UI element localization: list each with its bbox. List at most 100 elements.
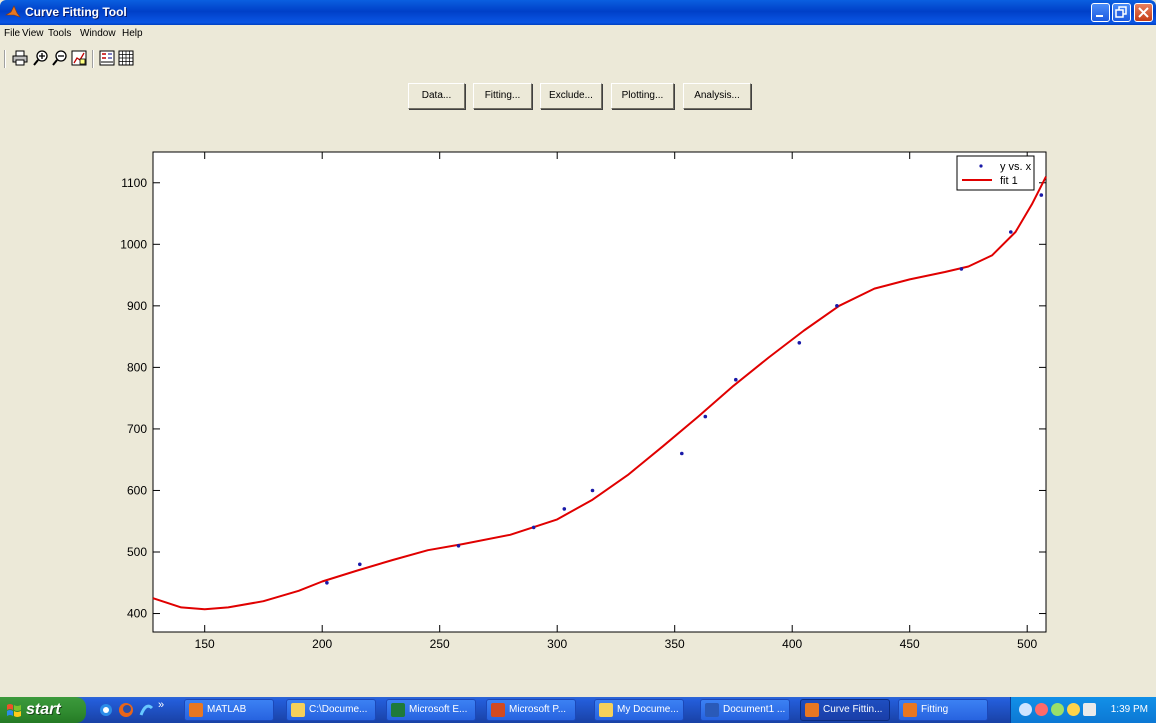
analysis-button[interactable]: Analysis...	[683, 83, 751, 109]
fitting-button[interactable]: Fitting...	[473, 83, 532, 109]
data-point	[734, 377, 738, 382]
data-point	[835, 304, 839, 308]
exclude-button[interactable]: Exclude...	[540, 83, 602, 109]
matlab-icon	[189, 703, 203, 717]
x-tick-label: 300	[547, 637, 567, 651]
menu-window[interactable]: Window	[80, 28, 116, 39]
x-tick-label: 400	[782, 637, 802, 651]
menu-file[interactable]: File	[4, 28, 21, 39]
tray-icon[interactable]	[1067, 703, 1080, 716]
curve-plot[interactable]: 150 200 250 300 350 400 450 500 400 500 600 700 800 9…	[0, 140, 1156, 660]
toolbar-separator	[92, 50, 94, 68]
folder-icon	[291, 703, 305, 717]
x-tick-label: 150	[195, 637, 215, 651]
start-label: start	[26, 701, 61, 718]
matlab-icon	[903, 703, 917, 717]
menu-bar: File View Tools Window Help	[0, 25, 1156, 42]
legend-label-fit: fit 1	[1000, 175, 1018, 187]
task-fitting[interactable]: Fitting	[898, 699, 988, 721]
close-icon	[1138, 7, 1149, 18]
zoom-out-icon[interactable]	[52, 50, 68, 66]
minimize-icon	[1096, 15, 1103, 17]
task-label: C:\Docume...	[309, 704, 368, 715]
task-label: Fitting	[921, 704, 949, 715]
data-point	[562, 507, 567, 511]
zoom-in-icon[interactable]	[33, 50, 49, 66]
data-point	[1009, 230, 1013, 234]
data-point	[680, 451, 684, 456]
plotting-button[interactable]: Plotting...	[611, 83, 674, 109]
y-tick-label: 1000	[120, 237, 147, 251]
menu-tools[interactable]: Tools	[48, 28, 72, 39]
task-excel[interactable]: Microsoft E...	[386, 699, 476, 721]
y-tick-label: 600	[127, 483, 147, 497]
windows-flag-icon	[7, 704, 21, 717]
ie-icon[interactable]	[98, 702, 114, 718]
close-button[interactable]	[1134, 3, 1153, 22]
maximize-button[interactable]	[1112, 3, 1131, 22]
plot-axes[interactable]	[152, 151, 1047, 633]
x-tick-label: 200	[312, 637, 332, 651]
task-label: MATLAB	[207, 704, 247, 715]
ie-alt-icon[interactable]	[138, 702, 154, 718]
legend-box	[956, 155, 1035, 191]
task-label: Curve Fittin...	[823, 704, 883, 715]
y-tick-label: 400	[127, 607, 147, 621]
x-tick-label: 500	[1017, 637, 1037, 651]
task-label: My Docume...	[617, 704, 679, 715]
x-tick-label: 350	[665, 637, 685, 651]
task-my-documents[interactable]: My Docume...	[594, 699, 684, 721]
toolbar	[0, 42, 1156, 72]
y-tick-label: 800	[127, 360, 147, 374]
clock: 1:39 PM	[1110, 704, 1148, 715]
tray-icon[interactable]	[1051, 703, 1064, 716]
task-matlab[interactable]: MATLAB	[184, 699, 274, 721]
y-tick-label: 700	[127, 422, 147, 436]
task-word-document[interactable]: Document1 ...	[700, 699, 790, 721]
data-button[interactable]: Data...	[408, 83, 465, 109]
tray-icon[interactable]	[1083, 703, 1096, 716]
plot-legend[interactable]: y vs. x fit 1	[956, 155, 1035, 191]
tray-icon[interactable]	[1035, 703, 1048, 716]
matlab-icon	[5, 5, 21, 18]
window-title: Curve Fitting Tool	[25, 5, 127, 19]
word-icon	[705, 703, 719, 717]
y-tick-label: 1100	[121, 176, 147, 190]
maximize-icon	[1115, 6, 1127, 18]
system-tray: 1:39 PM	[1010, 697, 1156, 723]
print-icon[interactable]	[12, 50, 28, 66]
data-point	[531, 525, 536, 530]
menu-help[interactable]: Help	[122, 28, 143, 39]
legend-label-points: y vs. x	[1000, 161, 1032, 173]
data-point	[456, 544, 461, 548]
task-documents-folder[interactable]: C:\Docume...	[286, 699, 376, 721]
folder-icon	[599, 703, 613, 717]
matlab-icon	[805, 703, 819, 717]
firefox-icon[interactable]	[118, 702, 134, 718]
data-point	[325, 581, 329, 585]
data-cursor-icon[interactable]	[71, 50, 87, 66]
data-points-layer	[325, 193, 1044, 585]
task-label: Microsoft P...	[509, 704, 567, 715]
x-tick-label: 250	[430, 637, 450, 651]
taskbar: start » MATLAB C:\Docume... Microsoft E.…	[0, 697, 1156, 723]
data-point	[959, 267, 964, 271]
grid-icon[interactable]	[118, 50, 134, 66]
menu-view[interactable]: View	[22, 28, 44, 39]
data-point	[358, 562, 362, 567]
tray-icon[interactable]	[1019, 703, 1032, 716]
task-curve-fitting[interactable]: Curve Fittin...	[800, 699, 890, 721]
task-powerpoint[interactable]: Microsoft P...	[486, 699, 576, 721]
quick-launch-overflow[interactable]: »	[158, 699, 165, 711]
start-button[interactable]: start	[0, 697, 86, 723]
minimize-button[interactable]	[1091, 3, 1110, 22]
data-point	[703, 414, 708, 419]
legend-icon[interactable]	[99, 50, 115, 66]
legend-marker-points	[979, 164, 983, 168]
fit-curve	[152, 176, 1047, 611]
y-tick-label: 500	[127, 545, 147, 559]
powerpoint-icon	[491, 703, 505, 717]
excel-icon	[391, 703, 405, 717]
x-tick-label: 450	[900, 637, 920, 651]
fit-curve-layer	[152, 176, 1047, 611]
